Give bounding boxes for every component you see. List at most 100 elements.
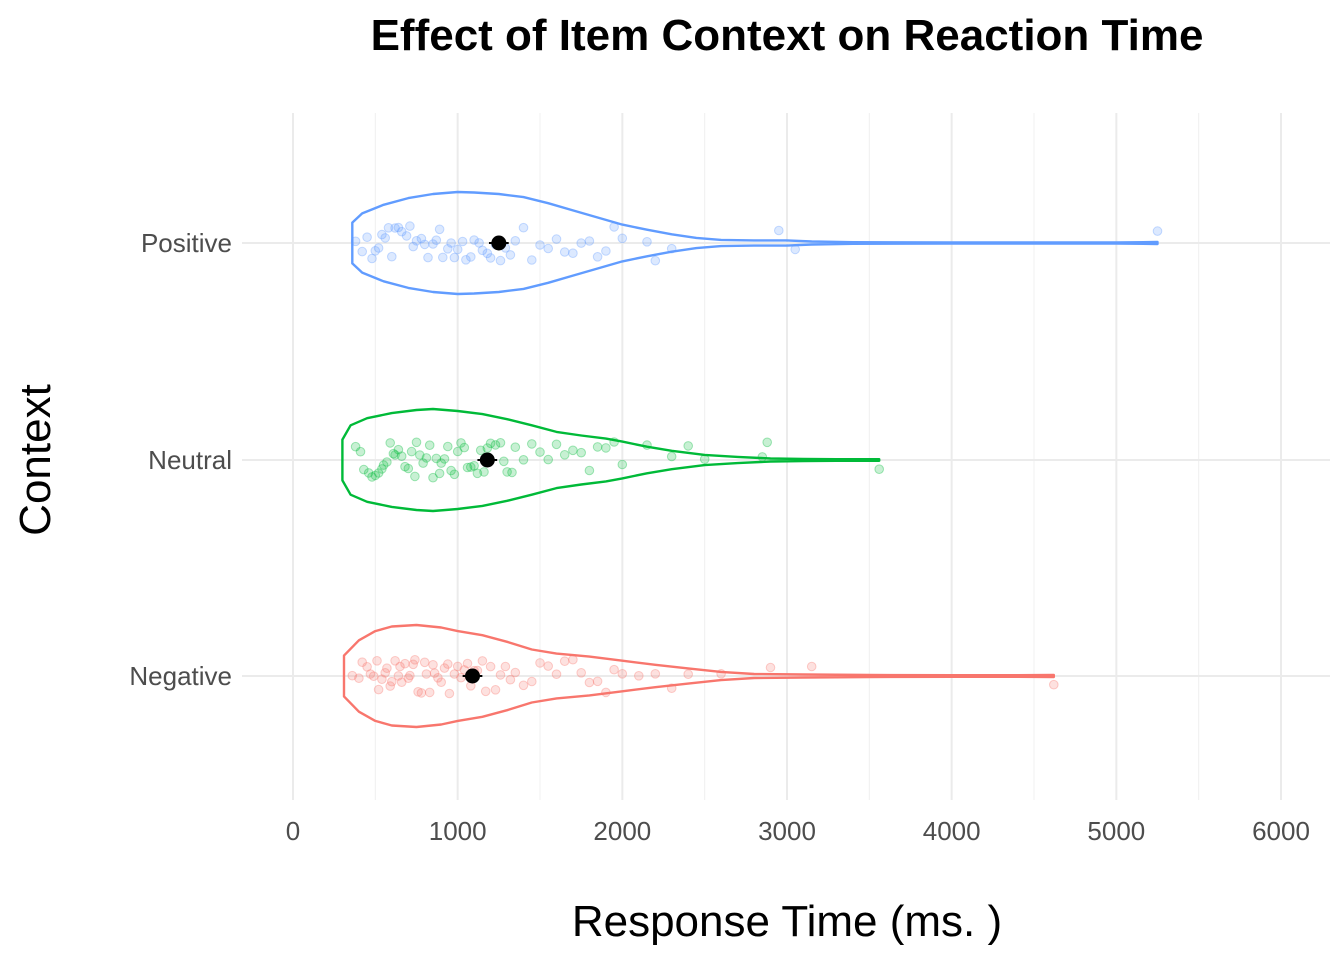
- data-point: [477, 245, 488, 256]
- data-point: [592, 676, 603, 687]
- data-point: [510, 442, 521, 453]
- data-point: [482, 248, 493, 259]
- data-point: [502, 467, 512, 477]
- data-point: [383, 223, 394, 233]
- data-point: [415, 450, 425, 460]
- data-point: [584, 465, 595, 476]
- data-point: [472, 468, 483, 479]
- data-point: [505, 250, 516, 260]
- data-point: [551, 439, 562, 450]
- data-point: [490, 685, 501, 695]
- data-point: [601, 443, 611, 453]
- data-point: [354, 673, 364, 684]
- data-point: [370, 246, 381, 256]
- data-point: [428, 472, 438, 483]
- data-point: [601, 246, 611, 256]
- data-point: [434, 224, 445, 235]
- data-point: [377, 464, 387, 474]
- data-point: [469, 235, 479, 245]
- data-point: [408, 241, 419, 252]
- data-point: [423, 252, 433, 263]
- data-point: [390, 656, 400, 666]
- data-point: [380, 668, 391, 678]
- data-point: [436, 677, 447, 688]
- data-point: [551, 669, 562, 680]
- data-point: [347, 670, 358, 681]
- data-point: [396, 226, 407, 237]
- data-point: [410, 471, 420, 482]
- y-tick-labels: Negative Neutral Positive: [129, 228, 232, 691]
- x-tick-label: 4000: [923, 816, 981, 846]
- data-point: [762, 437, 773, 448]
- data-point: [559, 656, 570, 667]
- data-point: [444, 688, 455, 699]
- data-point: [527, 255, 537, 265]
- data-point: [469, 461, 479, 471]
- data-point: [443, 441, 453, 452]
- data-point: [527, 439, 537, 449]
- data-point: [642, 237, 652, 247]
- data-point: [382, 663, 392, 674]
- data-point: [774, 225, 784, 236]
- data-point: [666, 451, 677, 462]
- data-point: [387, 676, 397, 687]
- data-point: [418, 458, 428, 468]
- data-point: [385, 681, 396, 691]
- data-point: [401, 231, 412, 241]
- data-point: [609, 664, 619, 675]
- y-axis-title: Context: [11, 384, 60, 536]
- data-point: [449, 669, 460, 679]
- data-point: [617, 233, 628, 244]
- data-point: [559, 450, 570, 460]
- violin-negative: [342, 623, 1055, 729]
- data-point: [377, 229, 387, 240]
- data-point: [446, 465, 456, 476]
- data-point: [367, 472, 377, 482]
- data-point: [482, 443, 493, 453]
- data-point: [373, 468, 384, 478]
- data-point: [790, 244, 801, 255]
- data-point: [485, 253, 496, 263]
- data-point: [461, 254, 471, 265]
- data-point: [535, 447, 545, 457]
- data-point: [400, 461, 410, 472]
- data-point: [400, 658, 410, 669]
- data-point: [592, 251, 603, 262]
- data-point: [601, 687, 611, 698]
- data-point: [449, 252, 460, 263]
- data-point: [382, 457, 392, 467]
- data-point: [387, 251, 397, 262]
- data-point: [378, 460, 389, 470]
- data-point: [485, 661, 496, 672]
- data-point: [385, 438, 396, 448]
- data-point: [757, 452, 768, 462]
- data-point: [479, 467, 489, 477]
- data-point: [568, 654, 578, 665]
- data-point: [500, 661, 511, 672]
- data-point: [368, 671, 379, 682]
- data-point: [416, 688, 427, 698]
- data-point: [518, 222, 529, 233]
- data-point: [495, 670, 506, 680]
- mean-point: [491, 235, 507, 251]
- chart-title: Effect of Item Context on Reaction Time: [371, 11, 1204, 60]
- x-tick-label: 6000: [1252, 816, 1310, 846]
- data-point: [431, 453, 442, 464]
- data-point: [411, 437, 422, 448]
- data-point: [367, 253, 377, 264]
- data-point: [475, 445, 486, 456]
- data-point: [452, 446, 463, 457]
- data-point: [350, 236, 361, 247]
- data-point: [518, 680, 529, 691]
- data-point: [393, 444, 404, 455]
- data-point: [584, 677, 595, 688]
- data-point: [421, 669, 432, 679]
- data-point: [419, 239, 430, 250]
- y-tick-label: Negative: [129, 661, 232, 691]
- data-point: [543, 661, 554, 671]
- data-point: [408, 659, 419, 670]
- data-point: [459, 442, 470, 453]
- y-tick-label: Neutral: [148, 445, 232, 475]
- data-point: [474, 238, 484, 248]
